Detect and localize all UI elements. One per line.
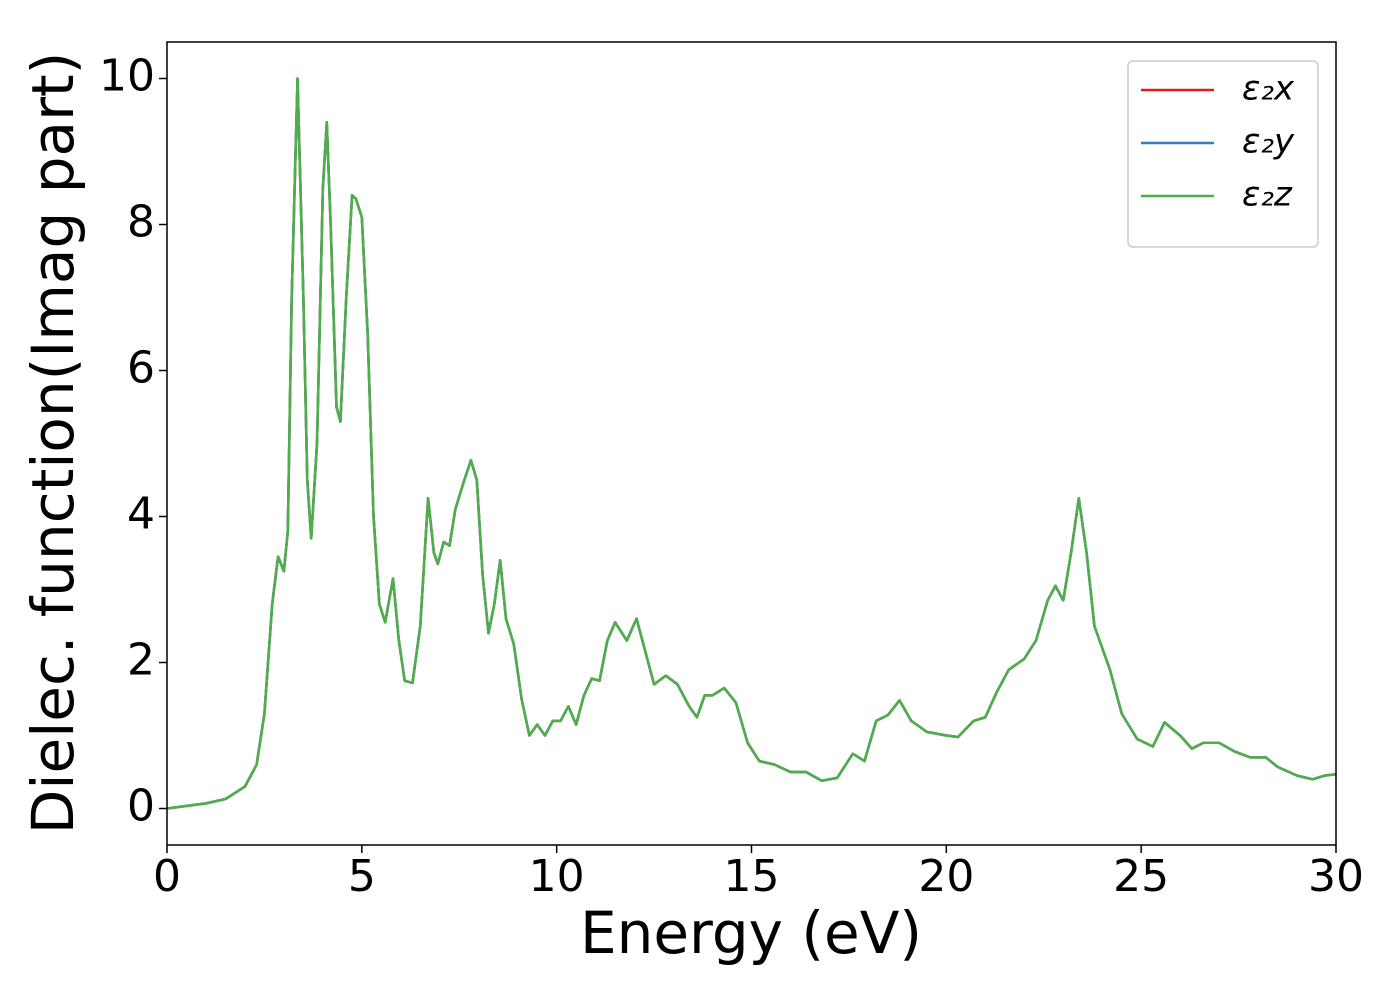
y-tick-label: 8 [127,197,155,248]
y-tick-label: 4 [127,489,155,540]
x-tick-label: 5 [348,851,376,902]
data-line [167,77,1336,810]
y-axis-label: Dielec. function(Imag part) [19,52,87,835]
legend-frame [1127,60,1319,248]
legend-label: ε₂z [1242,175,1293,215]
x-tick-label: 20 [918,851,974,902]
legend-label: ε₂x [1242,69,1295,109]
legend-label: ε₂y [1242,122,1295,162]
y-tick-label: 2 [127,635,155,686]
x-tick-label: 10 [529,851,585,902]
x-tick-label: 25 [1113,851,1169,902]
y-tick-label: 6 [127,343,155,394]
y-tick-label: 0 [127,781,155,832]
x-tick-label: 30 [1308,851,1364,902]
y-tick-label: 10 [99,51,155,102]
x-axis-label: Energy (eV) [580,899,922,967]
x-tick-label: 0 [153,851,181,902]
plot-frame [166,41,1337,846]
x-tick-label: 15 [724,851,780,902]
